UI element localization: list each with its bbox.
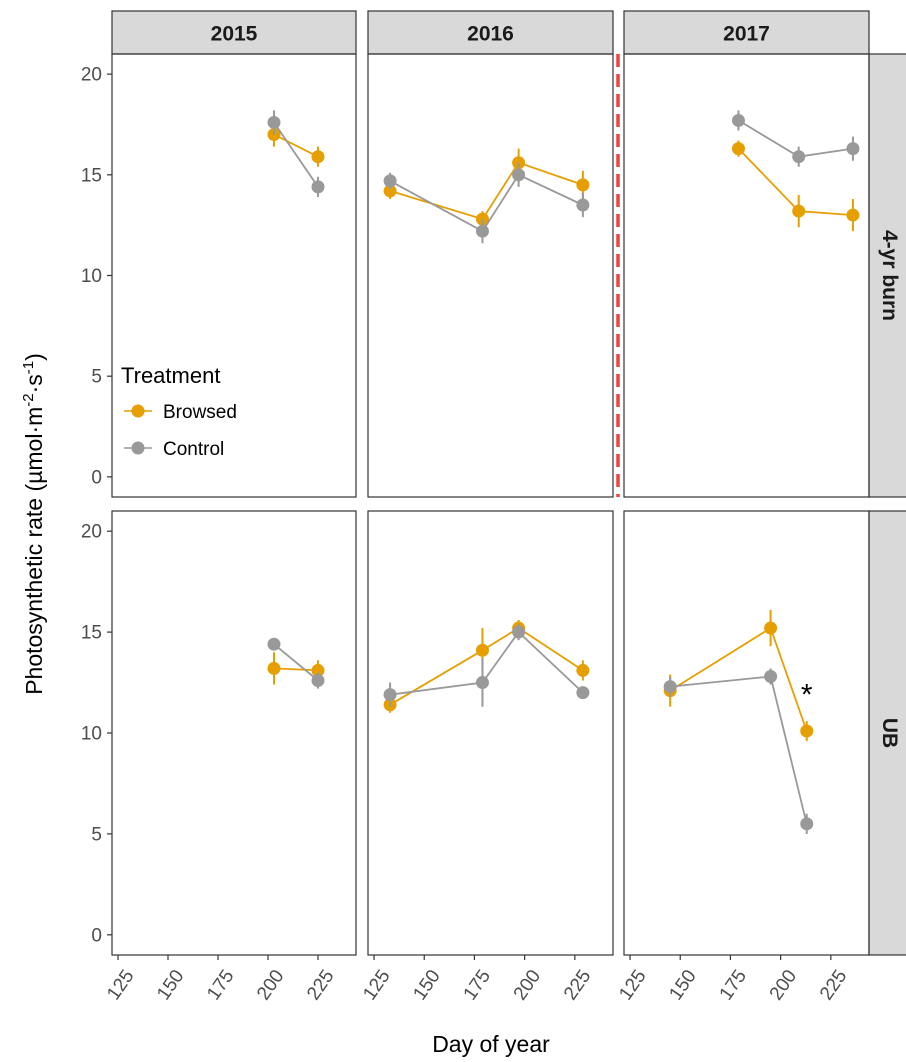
- legend-key-marker-browsed: [131, 404, 145, 418]
- x-tick-label: 125: [103, 966, 138, 1004]
- data-point-control: [383, 688, 397, 702]
- data-point-browsed: [800, 724, 814, 738]
- y-axis-title: Photosynthetic rate (µmol·m-2·s-1): [20, 353, 47, 695]
- data-point-control: [383, 174, 397, 188]
- data-point-browsed: [475, 643, 489, 657]
- column-strip-label-2017: 2017: [723, 23, 770, 46]
- x-tick-label: 175: [460, 966, 495, 1004]
- x-tick-label: 175: [716, 966, 751, 1004]
- y-tick-label: 20: [81, 65, 102, 86]
- data-point-control: [576, 686, 590, 700]
- legend-label-control: Control: [163, 439, 224, 460]
- series-line-browsed-4-yr-burn-2016: [389, 161, 584, 221]
- column-strip-label-2016: 2016: [467, 23, 514, 46]
- y-tick-label: 5: [91, 367, 102, 388]
- y-axes: 0 5 10 15 20 0 5 10 15 20: [81, 65, 112, 946]
- y-tick-label: 15: [81, 623, 102, 644]
- panel-frame-ub-2016: [367, 510, 614, 956]
- x-tick-label: 150: [409, 966, 444, 1004]
- data-point-control: [800, 817, 814, 831]
- y-tick-label: 0: [91, 467, 102, 488]
- data-point-control: [267, 115, 281, 129]
- y-tick-label: 10: [81, 724, 102, 745]
- x-tick-label: 150: [665, 966, 700, 1004]
- y-tick-label: 20: [81, 522, 102, 543]
- panel-frame-4-yr-burn-2015: [111, 53, 357, 498]
- panel-frame-4-yr-burn-2017: [623, 53, 870, 498]
- column-strip-2015: [111, 10, 357, 55]
- series-line-browsed-ub-2015: [273, 667, 319, 672]
- data-point-control: [576, 198, 590, 212]
- y-axis-title-exp2: -1: [20, 361, 37, 374]
- data-point-control: [792, 150, 806, 164]
- data-point-control: [475, 224, 489, 238]
- x-tick-label: 175: [203, 966, 238, 1004]
- x-tick-label: 125: [615, 966, 650, 1004]
- panel-frame-4-yr-burn-2016: [367, 53, 614, 498]
- y-axis-title-end: ): [21, 353, 47, 361]
- x-axes: 125 150 175 200 225 125 150 175 200 225 125 150 175 2…: [103, 955, 851, 1004]
- data-point-browsed: [267, 661, 281, 675]
- x-tick-label: 225: [816, 966, 851, 1004]
- data-point-control: [512, 168, 526, 182]
- data-point-browsed: [311, 663, 325, 677]
- data-point-control: [512, 625, 526, 639]
- data-point-browsed: [311, 150, 325, 164]
- legend: Treatment Browsed Control: [121, 363, 237, 460]
- x-tick-label: 225: [560, 966, 595, 1004]
- x-axis-title: Day of year: [432, 1031, 550, 1057]
- y-tick-label: 15: [81, 165, 102, 186]
- series-line-control-ub-2015: [273, 643, 319, 682]
- series-line-control-4-yr-burn-2015: [273, 121, 319, 188]
- row-strip-4-yr-burn: [868, 53, 906, 498]
- y-axis-title-exp1: -2: [20, 393, 37, 406]
- data-point-browsed: [846, 208, 860, 222]
- column-strip-2017: [623, 10, 870, 55]
- data-point-control: [311, 180, 325, 194]
- legend-key-marker-control: [131, 441, 145, 455]
- x-tick-label: 125: [359, 966, 394, 1004]
- facet-panels: *: [111, 53, 870, 956]
- x-tick-label: 150: [153, 966, 188, 1004]
- x-tick-label: 200: [253, 966, 288, 1004]
- y-axis-title-main: Photosynthetic rate (µmol·m: [21, 407, 47, 695]
- series-line-control-ub-2017: [670, 675, 808, 825]
- panel-frame-ub-2017: [623, 510, 870, 956]
- x-tick-label: 200: [766, 966, 801, 1004]
- x-tick-label: 225: [303, 966, 338, 1004]
- y-tick-label: 10: [81, 266, 102, 287]
- data-point-control: [311, 674, 325, 688]
- significance-asterisk: *: [801, 679, 813, 712]
- row-strip-label-ub: UB: [878, 718, 901, 748]
- facet-strips: 2015 2016 2017 4-yr burn UB: [111, 10, 906, 956]
- data-point-control: [475, 676, 489, 690]
- y-axis-title-mid: ·s: [21, 374, 47, 393]
- data-point-control: [663, 680, 677, 694]
- row-strip-label-4-yr-burn: 4-yr burn: [878, 230, 901, 321]
- series-line-control-ub-2016: [389, 630, 584, 696]
- data-point-browsed: [792, 204, 806, 218]
- series-line-browsed-ub-2016: [389, 627, 584, 706]
- series-line-browsed-4-yr-burn-2015: [273, 133, 319, 158]
- series-line-control-4-yr-burn-2016: [389, 173, 584, 233]
- data-point-control: [764, 669, 778, 683]
- x-tick-label: 200: [510, 966, 545, 1004]
- data-point-control: [731, 113, 745, 127]
- y-tick-label: 0: [91, 925, 102, 946]
- y-tick-label: 5: [91, 824, 102, 845]
- data-point-browsed: [576, 178, 590, 192]
- panel-frame-ub-2015: [111, 510, 357, 956]
- data-point-browsed: [731, 142, 745, 156]
- data-point-control: [846, 142, 860, 156]
- column-strip-2016: [367, 10, 614, 55]
- column-strip-label-2015: 2015: [211, 23, 258, 46]
- data-point-browsed: [383, 184, 397, 198]
- data-point-control: [267, 637, 281, 651]
- data-point-browsed: [764, 621, 778, 635]
- legend-label-browsed: Browsed: [163, 402, 237, 423]
- legend-title: Treatment: [121, 363, 220, 388]
- data-point-browsed: [576, 663, 590, 677]
